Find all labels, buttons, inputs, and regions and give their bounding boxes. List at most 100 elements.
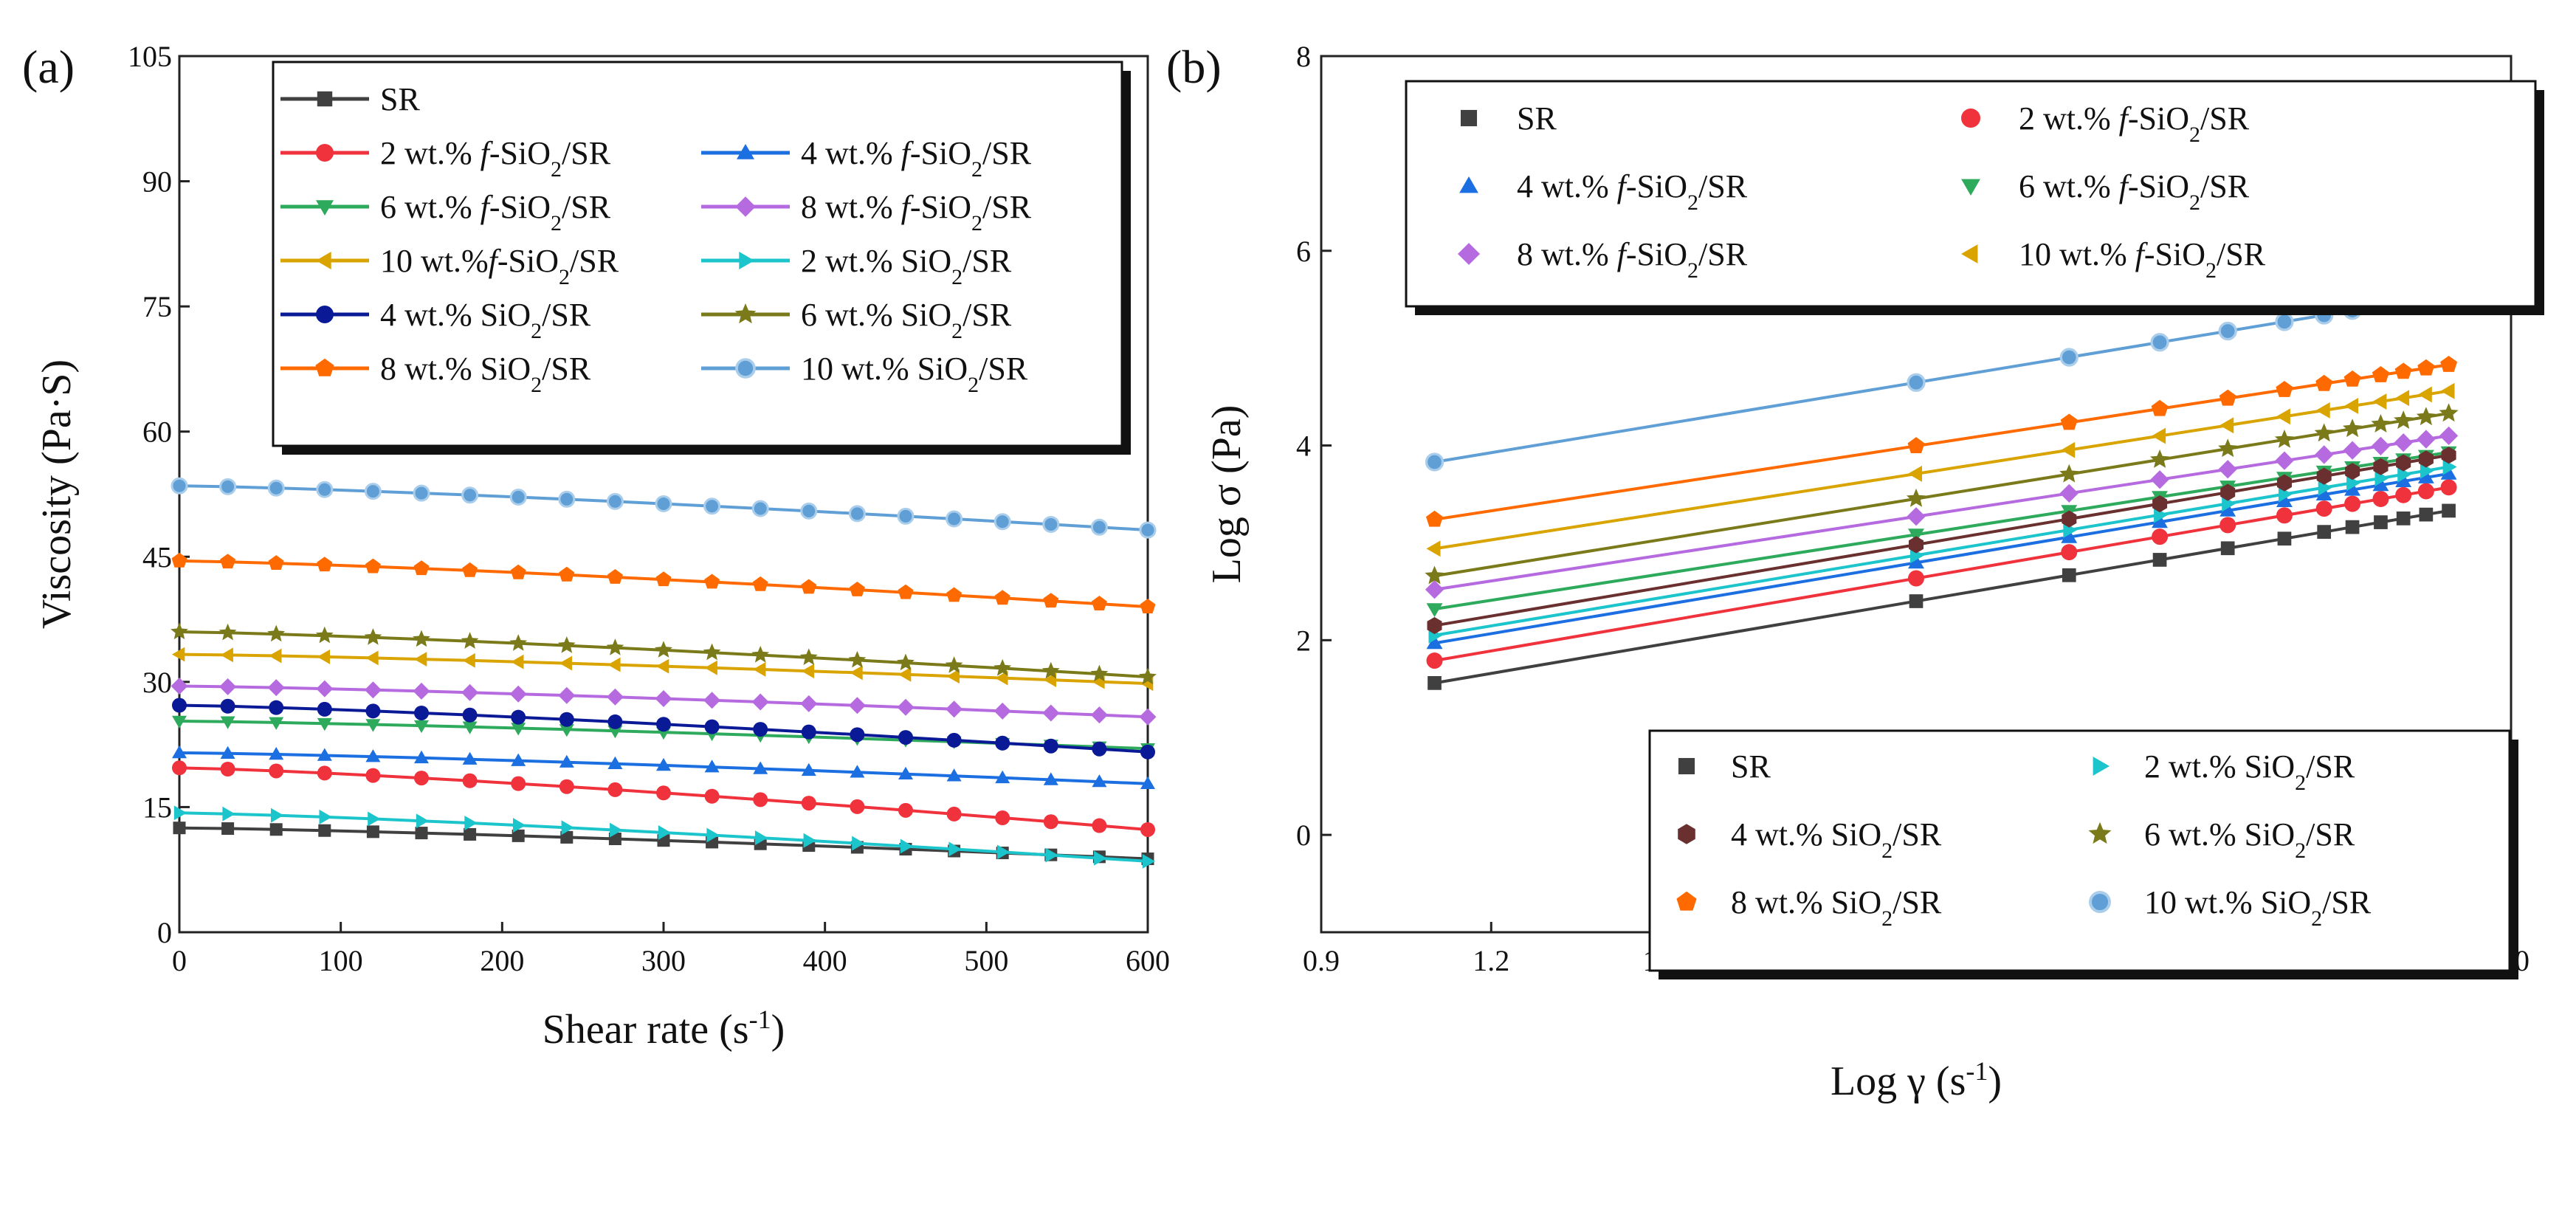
data-point bbox=[2440, 479, 2457, 496]
data-point bbox=[461, 632, 479, 649]
data-point bbox=[751, 646, 770, 663]
data-point bbox=[1140, 599, 1156, 613]
data-point bbox=[1908, 528, 1924, 543]
data-point bbox=[220, 716, 235, 729]
data-point bbox=[2150, 470, 2169, 489]
data-point bbox=[2059, 464, 2079, 483]
data-point bbox=[801, 724, 816, 740]
data-point bbox=[1042, 515, 1060, 533]
data-point bbox=[172, 745, 187, 759]
data-point bbox=[2440, 465, 2457, 480]
data-point bbox=[850, 665, 863, 681]
data-point bbox=[2314, 423, 2334, 442]
data-point bbox=[897, 507, 915, 525]
data-point bbox=[607, 714, 623, 729]
legend-marker bbox=[316, 306, 334, 323]
legend-entry: SR bbox=[1517, 100, 1557, 137]
x-tick-label: 100 bbox=[319, 944, 363, 977]
data-point bbox=[2344, 481, 2360, 496]
legend-marker bbox=[1459, 176, 1478, 193]
fit-line bbox=[1434, 389, 2449, 551]
series-10-wt-f-sio2-sr bbox=[1426, 382, 2455, 557]
data-point bbox=[2343, 419, 2363, 438]
data-point bbox=[2061, 528, 2078, 543]
legend-marker bbox=[1961, 109, 1980, 128]
data-point bbox=[993, 658, 1012, 676]
data-point bbox=[2344, 495, 2361, 512]
data-point bbox=[900, 838, 913, 854]
data-point bbox=[803, 833, 816, 848]
data-point bbox=[172, 760, 187, 776]
data-point bbox=[656, 785, 671, 801]
data-point bbox=[2394, 433, 2413, 452]
data-point bbox=[946, 587, 962, 602]
data-point bbox=[2219, 517, 2236, 534]
data-point bbox=[2346, 475, 2361, 492]
data-point bbox=[317, 557, 333, 572]
data-point bbox=[2374, 515, 2388, 529]
data-point bbox=[1425, 580, 1444, 599]
data-point bbox=[656, 717, 671, 732]
data-point bbox=[1425, 565, 1444, 585]
data-point bbox=[171, 678, 188, 695]
legend-entry: 10 wt.%f-SiO2/SR bbox=[380, 243, 619, 289]
data-point bbox=[559, 754, 574, 768]
data-point bbox=[414, 652, 427, 667]
data-point bbox=[2276, 493, 2293, 507]
data-point bbox=[364, 681, 382, 699]
data-point bbox=[220, 698, 235, 714]
data-point bbox=[2397, 466, 2412, 483]
data-point bbox=[2418, 450, 2434, 468]
data-point bbox=[172, 715, 187, 729]
legend-marker bbox=[1961, 244, 1978, 264]
data-point bbox=[1426, 510, 1443, 527]
data-point bbox=[1139, 708, 1157, 726]
data-point bbox=[2152, 427, 2166, 444]
data-point bbox=[2150, 333, 2169, 352]
series-2-wt-sio2-sr bbox=[1428, 458, 2457, 644]
data-point bbox=[704, 788, 720, 804]
legend-entry: 8 wt.% f-SiO2/SR bbox=[801, 189, 1032, 235]
data-point bbox=[2061, 544, 2078, 561]
data-point bbox=[513, 818, 526, 833]
data-point bbox=[801, 579, 817, 594]
data-point bbox=[414, 705, 429, 720]
legend-top: SR 2 wt.% f-SiO2/SR 4 wt.% f-SiO2/SR 6 wt.%… bbox=[1405, 80, 2544, 315]
data-point bbox=[946, 669, 960, 684]
y-tick-label: 105 bbox=[128, 40, 172, 73]
legend-entry: 2 wt.% f-SiO2/SR bbox=[2019, 100, 2250, 147]
x-tick-label: 200 bbox=[480, 944, 524, 977]
data-point bbox=[1427, 617, 1442, 635]
legend-marker bbox=[2088, 822, 2112, 844]
data-point bbox=[2219, 417, 2234, 434]
data-point bbox=[1043, 814, 1058, 830]
y-tick-label: 2 bbox=[1296, 624, 1311, 657]
data-point bbox=[1426, 540, 1441, 557]
data-point bbox=[1907, 437, 1925, 453]
legend-entry: SR bbox=[380, 81, 420, 117]
data-point bbox=[2417, 430, 2436, 449]
data-point bbox=[704, 760, 720, 773]
data-point bbox=[511, 753, 526, 766]
data-point bbox=[413, 484, 430, 502]
data-point bbox=[2373, 458, 2389, 475]
data-point bbox=[1139, 521, 1157, 539]
data-point bbox=[704, 574, 720, 589]
x-tick-label: 300 bbox=[641, 944, 686, 977]
data-point bbox=[2374, 469, 2389, 486]
data-point bbox=[172, 698, 187, 713]
data-point bbox=[559, 566, 575, 582]
data-point bbox=[850, 799, 865, 814]
data-point bbox=[1045, 847, 1058, 863]
legend-entry: 10 wt.% SiO2/SR bbox=[2144, 884, 2372, 931]
data-point bbox=[2219, 502, 2236, 517]
fit-line bbox=[1434, 363, 2449, 521]
y-tick-label: 6 bbox=[1296, 235, 1311, 268]
data-point bbox=[2152, 528, 2169, 545]
series-2-wt-f-sio2-sr bbox=[1426, 479, 2457, 669]
data-point bbox=[219, 478, 237, 495]
data-point bbox=[2344, 398, 2358, 414]
data-point bbox=[1909, 594, 1924, 608]
legend-entry: SR bbox=[1731, 748, 1771, 785]
data-point bbox=[269, 717, 284, 730]
